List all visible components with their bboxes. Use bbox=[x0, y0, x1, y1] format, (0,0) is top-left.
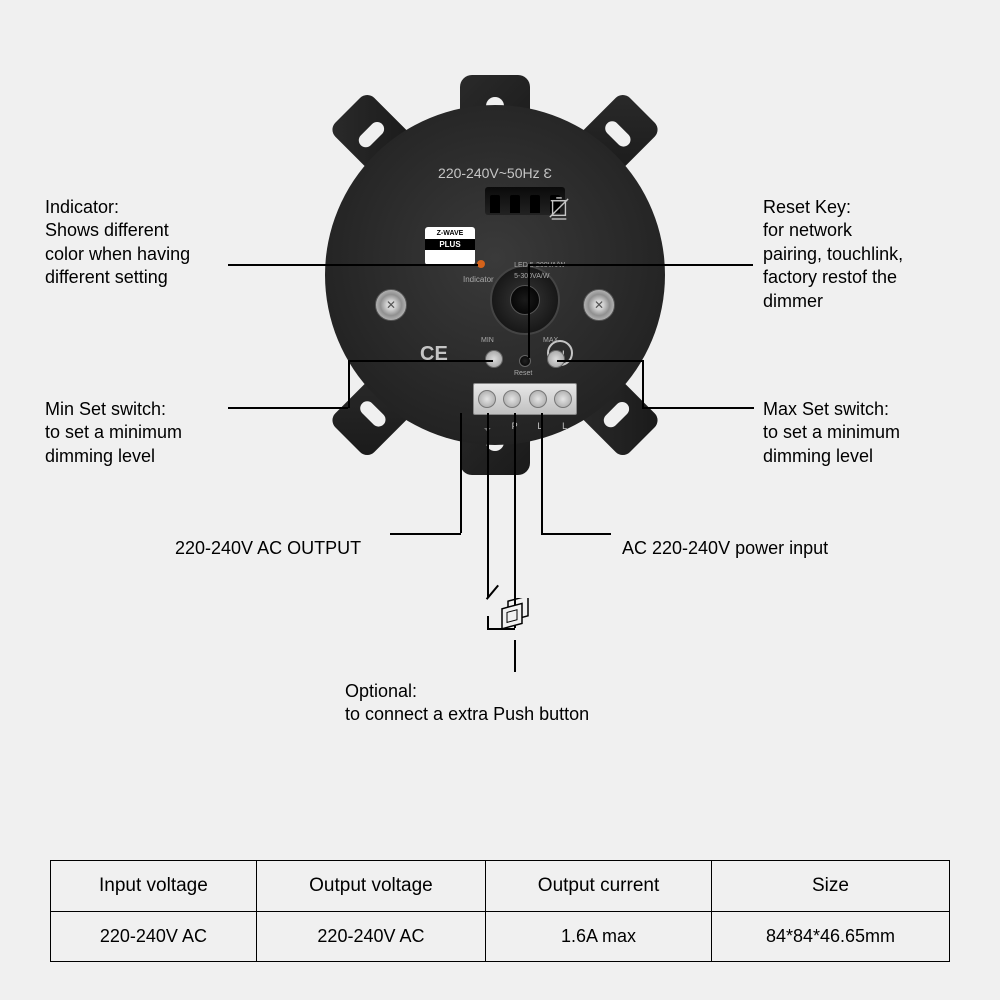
leader-output-v bbox=[460, 413, 462, 533]
th-0: Input voltage bbox=[51, 861, 257, 912]
push-button-icon bbox=[490, 598, 530, 638]
table-header-row: Input voltage Output voltage Output curr… bbox=[51, 861, 950, 912]
leader-max-v bbox=[642, 360, 644, 408]
ce-mark: CE bbox=[420, 343, 448, 366]
leader-input-h bbox=[541, 533, 611, 535]
tv-3: 84*84*46.65mm bbox=[711, 912, 949, 962]
callout-min-body: to set a minimum dimming level bbox=[45, 421, 245, 468]
th-2: Output current bbox=[486, 861, 712, 912]
callout-output: 220-240V AC OUTPUT bbox=[175, 537, 361, 560]
callout-indicator-body: Shows different color when having differ… bbox=[45, 219, 245, 289]
screw-left bbox=[375, 289, 407, 321]
callout-indicator-title: Indicator: bbox=[45, 196, 245, 219]
zwave-bottom: PLUS bbox=[425, 239, 475, 250]
reset-label: Reset bbox=[514, 370, 532, 377]
max-switch bbox=[547, 350, 565, 368]
th-3: Size bbox=[711, 861, 949, 912]
callout-reset-title: Reset Key: bbox=[763, 196, 963, 219]
leader-indicator bbox=[228, 264, 478, 266]
tv-1: 220-240V AC bbox=[256, 912, 485, 962]
leader-min-v bbox=[348, 360, 350, 408]
voltage-label: 220-240V~50Hz Ɛ bbox=[438, 165, 552, 181]
terminal-block bbox=[473, 383, 577, 415]
callout-optional-body: to connect a extra Push button bbox=[345, 703, 589, 726]
indicator-label: Indicator bbox=[463, 275, 494, 284]
leader-input-v bbox=[541, 413, 543, 533]
leader-optional-v bbox=[514, 640, 516, 672]
leader-push-v1 bbox=[487, 413, 489, 598]
term-3: L bbox=[562, 421, 567, 434]
no-trash-icon bbox=[548, 195, 570, 221]
callout-max-title: Max Set switch: bbox=[763, 398, 963, 421]
min-label: MIN bbox=[481, 337, 494, 344]
zwave-top: Z-WAVE bbox=[425, 230, 475, 237]
terminal-labels: ⏚ P L L bbox=[473, 421, 577, 434]
th-1: Output voltage bbox=[256, 861, 485, 912]
callout-optional-title: Optional: bbox=[345, 680, 589, 703]
callout-optional: Optional: to connect a extra Push button bbox=[345, 680, 589, 727]
callout-reset-body: for network pairing, touchlink, factory … bbox=[763, 219, 963, 313]
knob-center bbox=[510, 285, 540, 315]
callout-input: AC 220-240V power input bbox=[622, 537, 828, 560]
led-line2: 5-300VA/W bbox=[514, 271, 565, 282]
callout-reset: Reset Key: for network pairing, touchlin… bbox=[763, 196, 963, 313]
max-label: MAX bbox=[543, 337, 558, 344]
leader-min-h2 bbox=[348, 360, 493, 362]
callout-max: Max Set switch: to set a minimum dimming… bbox=[763, 398, 963, 468]
spec-table: Input voltage Output voltage Output curr… bbox=[50, 860, 950, 962]
indicator-led bbox=[477, 260, 485, 268]
led-line1: LED 5-200VA/W bbox=[514, 260, 565, 271]
leader-reset-h bbox=[528, 264, 753, 266]
leader-reset-v bbox=[528, 264, 530, 358]
leader-output-h bbox=[390, 533, 461, 535]
leader-max-h bbox=[642, 407, 754, 409]
callout-indicator: Indicator: Shows different color when ha… bbox=[45, 196, 245, 290]
zwave-plus-badge: Z-WAVE PLUS bbox=[425, 227, 475, 265]
callout-min: Min Set switch: to set a minimum dimming… bbox=[45, 398, 245, 468]
tv-2: 1.6A max bbox=[486, 912, 712, 962]
leader-min-h bbox=[228, 407, 348, 409]
leader-push-v3 bbox=[487, 616, 489, 628]
callout-min-title: Min Set switch: bbox=[45, 398, 245, 421]
dimmer-device: 220-240V~50Hz Ɛ Z-WAVE PLUS Indicator LE… bbox=[295, 75, 695, 475]
screw-right bbox=[583, 289, 615, 321]
leader-max-h2 bbox=[557, 360, 643, 362]
table-value-row: 220-240V AC 220-240V AC 1.6A max 84*84*4… bbox=[51, 912, 950, 962]
callout-max-body: to set a minimum dimming level bbox=[763, 421, 963, 468]
device-body: 220-240V~50Hz Ɛ Z-WAVE PLUS Indicator LE… bbox=[325, 105, 665, 445]
min-switch bbox=[485, 350, 503, 368]
leader-push-v2 bbox=[514, 413, 516, 628]
tv-0: 220-240V AC bbox=[51, 912, 257, 962]
